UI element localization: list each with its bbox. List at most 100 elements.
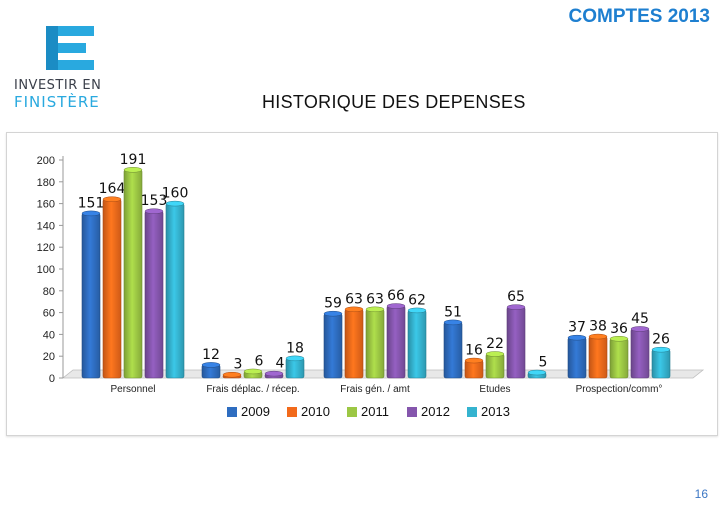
- bar-cap-2013-0: [165, 200, 185, 207]
- data-label: 66: [387, 288, 405, 304]
- logo-mark-icon: [46, 26, 94, 70]
- chart-container: 0 20 40 60 80 100 120 140 160 180 200 151 164 191 153 1…: [6, 132, 718, 436]
- data-label: 63: [345, 291, 363, 307]
- chart-title: HISTORIQUE DES DEPENSES: [262, 92, 526, 112]
- bar-cap-2009-1: [201, 362, 221, 368]
- bar-cap-2010-1: [222, 371, 242, 378]
- x-tick-label: Frais déplac. / récep.: [206, 384, 299, 395]
- bar-2012-3: [506, 306, 526, 379]
- bar-cap-2012-1: [264, 370, 284, 377]
- bar-cap-2013-4: [651, 346, 671, 353]
- page-number: 16: [694, 487, 708, 501]
- data-label: 16: [465, 343, 483, 359]
- data-label: 164: [99, 181, 126, 197]
- bar-2011-0: [123, 169, 143, 379]
- bar-cap-2013-3: [527, 369, 547, 376]
- y-tick-label: 80: [43, 286, 55, 298]
- data-label: 153: [141, 193, 168, 209]
- data-label: 37: [568, 320, 586, 336]
- bar-cap-2009-2: [323, 310, 343, 317]
- data-label: 63: [366, 291, 384, 307]
- bar-cap-2013-2: [407, 307, 427, 314]
- bar-cap-2011-0: [123, 167, 143, 173]
- data-label: 18: [286, 340, 304, 356]
- bar-2012-0: [144, 210, 164, 379]
- bar-2013-4: [651, 349, 671, 379]
- data-label: 22: [486, 336, 504, 352]
- bar-2009-0: [81, 213, 101, 379]
- data-label: 151: [78, 195, 105, 211]
- y-tick-label: 140: [37, 220, 55, 232]
- bar-cap-2010-3: [464, 357, 484, 364]
- legend-swatch-2012: [407, 407, 417, 417]
- x-tick-label: Prospection/comm°: [576, 384, 663, 395]
- data-label: 5: [539, 355, 548, 371]
- y-tick-label: 160: [37, 199, 55, 211]
- bar-2010-4: [588, 336, 608, 379]
- bar-2013-1: [285, 358, 305, 379]
- bar-cap-2011-1: [243, 368, 263, 375]
- logo: INVESTIR EN FINISTÈRE: [8, 20, 128, 112]
- y-tick-label: 40: [43, 329, 55, 341]
- bar-cap-2012-4: [630, 326, 650, 332]
- bar-cap-2009-0: [81, 210, 101, 217]
- data-label: 26: [652, 332, 670, 348]
- data-label: 160: [162, 186, 189, 202]
- data-label: 62: [408, 292, 426, 308]
- legend-swatch-2011: [347, 407, 357, 417]
- bar-cap-2011-3: [485, 351, 505, 357]
- data-label: 4: [276, 356, 285, 372]
- data-label: 38: [589, 319, 607, 335]
- logo-text-line1: INVESTIR EN: [14, 78, 102, 93]
- bar-2011-3: [485, 353, 505, 379]
- legend-swatch-2013: [467, 407, 477, 417]
- bar-2012-2: [386, 305, 406, 379]
- report-title: COMPTES 2013: [568, 6, 711, 27]
- bar-2010-0: [102, 198, 122, 379]
- data-label: 36: [610, 321, 628, 337]
- legend-swatch-2009: [227, 407, 237, 417]
- y-tick-label: 200: [37, 155, 55, 167]
- bar-cap-2009-4: [567, 334, 587, 341]
- bar-cap-2009-3: [443, 319, 463, 326]
- logo-text-line2: FINISTÈRE: [14, 93, 100, 111]
- bar-cap-2010-2: [344, 306, 364, 313]
- legend-label-2011: 2011: [361, 404, 389, 419]
- data-label: 65: [507, 289, 525, 305]
- bar-cap-2013-1: [285, 355, 305, 362]
- legend-swatch-2010: [287, 407, 297, 417]
- bar-2011-4: [609, 338, 629, 379]
- legend-label-2009: 2009: [241, 404, 270, 419]
- bar-2009-2: [323, 313, 343, 379]
- bar-cap-2012-2: [386, 303, 406, 309]
- bar-2013-0: [165, 203, 185, 379]
- x-tick-label: Frais gén. / amt: [340, 384, 410, 395]
- bar-2009-3: [443, 322, 463, 379]
- y-tick-label: 100: [37, 264, 55, 276]
- y-tick-label: 20: [43, 351, 55, 363]
- bar-cap-2011-4: [609, 336, 629, 342]
- data-label: 59: [324, 296, 342, 312]
- bar-2013-2: [407, 310, 427, 379]
- bar-2011-2: [365, 309, 385, 379]
- bar-cap-2011-2: [365, 306, 385, 313]
- data-label: 12: [202, 347, 220, 363]
- bar-cap-2010-0: [102, 196, 122, 202]
- data-label: 3: [234, 357, 243, 373]
- bar-2012-4: [630, 328, 650, 379]
- legend-label-2012: 2012: [421, 404, 450, 419]
- y-tick-label: 60: [43, 308, 55, 320]
- data-label: 191: [120, 152, 147, 168]
- bar-2010-2: [344, 309, 364, 379]
- bar-cap-2012-3: [506, 304, 526, 310]
- x-tick-label: Personnel: [110, 384, 155, 395]
- x-tick-label: Etudes: [479, 384, 510, 395]
- legend-label-2010: 2010: [301, 404, 330, 419]
- data-label: 6: [255, 353, 264, 369]
- legend-label-2013: 2013: [481, 404, 510, 419]
- bar-2009-4: [567, 337, 587, 379]
- y-tick-label: 0: [49, 373, 55, 385]
- data-label: 51: [444, 304, 462, 320]
- bar-chart: 0204060801001201401601802001511641911531…: [37, 152, 705, 419]
- data-label: 45: [631, 311, 649, 327]
